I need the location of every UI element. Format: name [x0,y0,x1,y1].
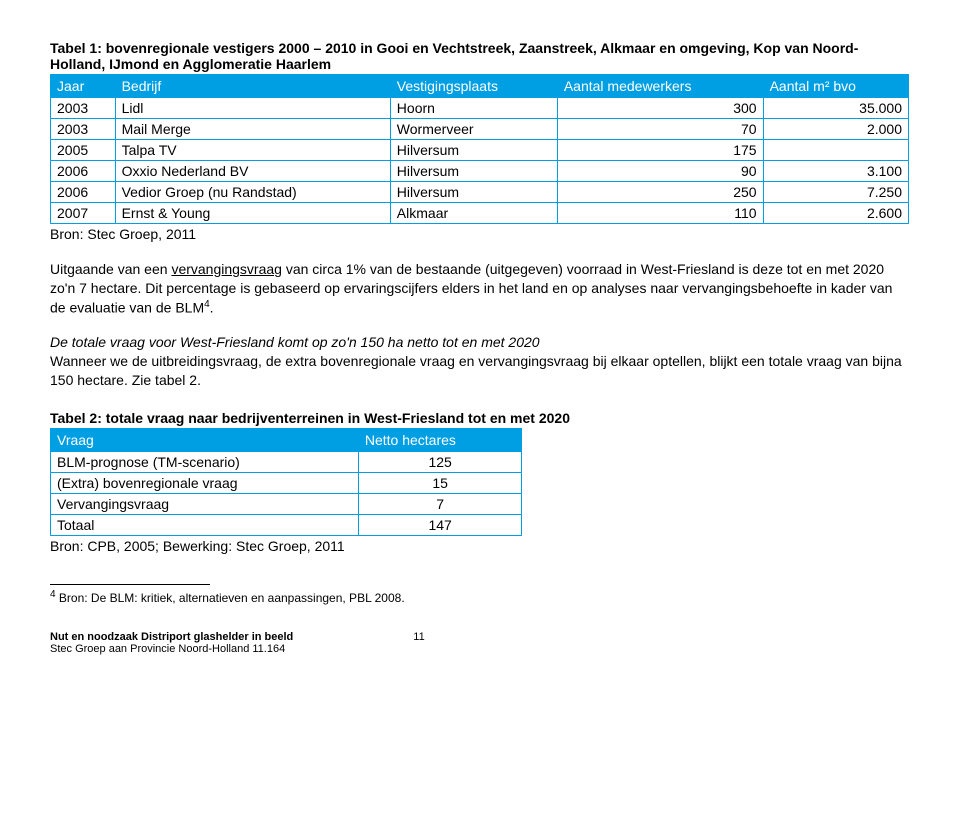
table-cell: Totaal [51,515,359,536]
table1-header-employees: Aantal medewerkers [557,75,763,98]
table-cell: 7 [358,494,522,515]
table-cell: Wormerveer [390,119,557,140]
table2-header-vraag: Vraag [51,429,359,452]
table-cell: Lidl [115,98,390,119]
table-row: Vervangingsvraag7 [51,494,522,515]
table-cell: 147 [358,515,522,536]
table-row: Totaal147 [51,515,522,536]
table1-header-location: Vestigingsplaats [390,75,557,98]
table-cell: 2.000 [763,119,908,140]
table1-header-year: Jaar [51,75,116,98]
table1-title: Tabel 1: bovenregionale vestigers 2000 –… [50,40,909,72]
table2-title: Tabel 2: totale vraag naar bedrijventerr… [50,410,909,426]
table-cell: 300 [557,98,763,119]
table-cell: Vedior Groep (nu Randstad) [115,182,390,203]
table2-body: BLM-prognose (TM-scenario)125(Extra) bov… [51,452,522,536]
table-cell [763,140,908,161]
para2-italic: De totale vraag voor West-Friesland komt… [50,334,540,350]
table-cell: 3.100 [763,161,908,182]
table-cell: Hoorn [390,98,557,119]
footnote-separator [50,584,210,585]
table2-header-hectares: Netto hectares [358,429,522,452]
table-cell: Mail Merge [115,119,390,140]
table1: Jaar Bedrijf Vestigingsplaats Aantal med… [50,74,909,224]
para2-rest: Wanneer we de uitbreidingsvraag, de extr… [50,353,902,388]
table-cell: 2006 [51,182,116,203]
table-cell: 15 [358,473,522,494]
table-cell: Talpa TV [115,140,390,161]
paragraph-totale-vraag: De totale vraag voor West-Friesland komt… [50,333,909,390]
table-cell: (Extra) bovenregionale vraag [51,473,359,494]
footer-page: 11 [413,631,424,643]
table-row: 2006Vedior Groep (nu Randstad)Hilversum2… [51,182,909,203]
table-cell: 250 [557,182,763,203]
para1-end: . [210,299,214,315]
table-row: 2003Mail MergeWormerveer702.000 [51,119,909,140]
para1-underlined: vervangingsvraag [171,261,282,277]
table-cell: 125 [358,452,522,473]
table-row: 2007Ernst & YoungAlkmaar1102.600 [51,203,909,224]
table-cell: Alkmaar [390,203,557,224]
table-cell: 2.600 [763,203,908,224]
table-cell: Oxxio Nederland BV [115,161,390,182]
table-cell: Hilversum [390,161,557,182]
table-cell: Hilversum [390,140,557,161]
table-cell: 70 [557,119,763,140]
page-footer: Nut en noodzaak Distriport glashelder in… [50,631,909,655]
table1-source: Bron: Stec Groep, 2011 [50,226,909,242]
footnote: 4 Bron: De BLM: kritiek, alternatieven e… [50,589,909,605]
table-cell: Vervangingsvraag [51,494,359,515]
table-cell: 2006 [51,161,116,182]
table1-header-area: Aantal m² bvo [763,75,908,98]
table-cell: 110 [557,203,763,224]
footer-line1: Nut en noodzaak Distriport glashelder in… [50,631,293,643]
table-cell: 2005 [51,140,116,161]
table-cell: Hilversum [390,182,557,203]
table-row: 2005Talpa TVHilversum175 [51,140,909,161]
footer-line2: Stec Groep aan Provincie Noord-Holland 1… [50,643,285,655]
table-cell: 35.000 [763,98,908,119]
table-cell: 90 [557,161,763,182]
table-row: 2006Oxxio Nederland BVHilversum903.100 [51,161,909,182]
para1-pre: Uitgaande van een [50,261,171,277]
table-row: (Extra) bovenregionale vraag15 [51,473,522,494]
table2: Vraag Netto hectares BLM-prognose (TM-sc… [50,428,522,536]
table-cell: Ernst & Young [115,203,390,224]
table1-header-company: Bedrijf [115,75,390,98]
table-cell: 2003 [51,98,116,119]
table-cell: 7.250 [763,182,908,203]
table-row: BLM-prognose (TM-scenario)125 [51,452,522,473]
table-cell: 175 [557,140,763,161]
table-cell: 2007 [51,203,116,224]
paragraph-vervangingsvraag: Uitgaande van een vervangingsvraag van c… [50,260,909,317]
table-cell: 2003 [51,119,116,140]
footnote-text: Bron: De BLM: kritiek, alternatieven en … [56,591,405,605]
table2-source: Bron: CPB, 2005; Bewerking: Stec Groep, … [50,538,909,554]
table-cell: BLM-prognose (TM-scenario) [51,452,359,473]
table-row: 2003LidlHoorn30035.000 [51,98,909,119]
table1-body: 2003LidlHoorn30035.0002003Mail MergeWorm… [51,98,909,224]
